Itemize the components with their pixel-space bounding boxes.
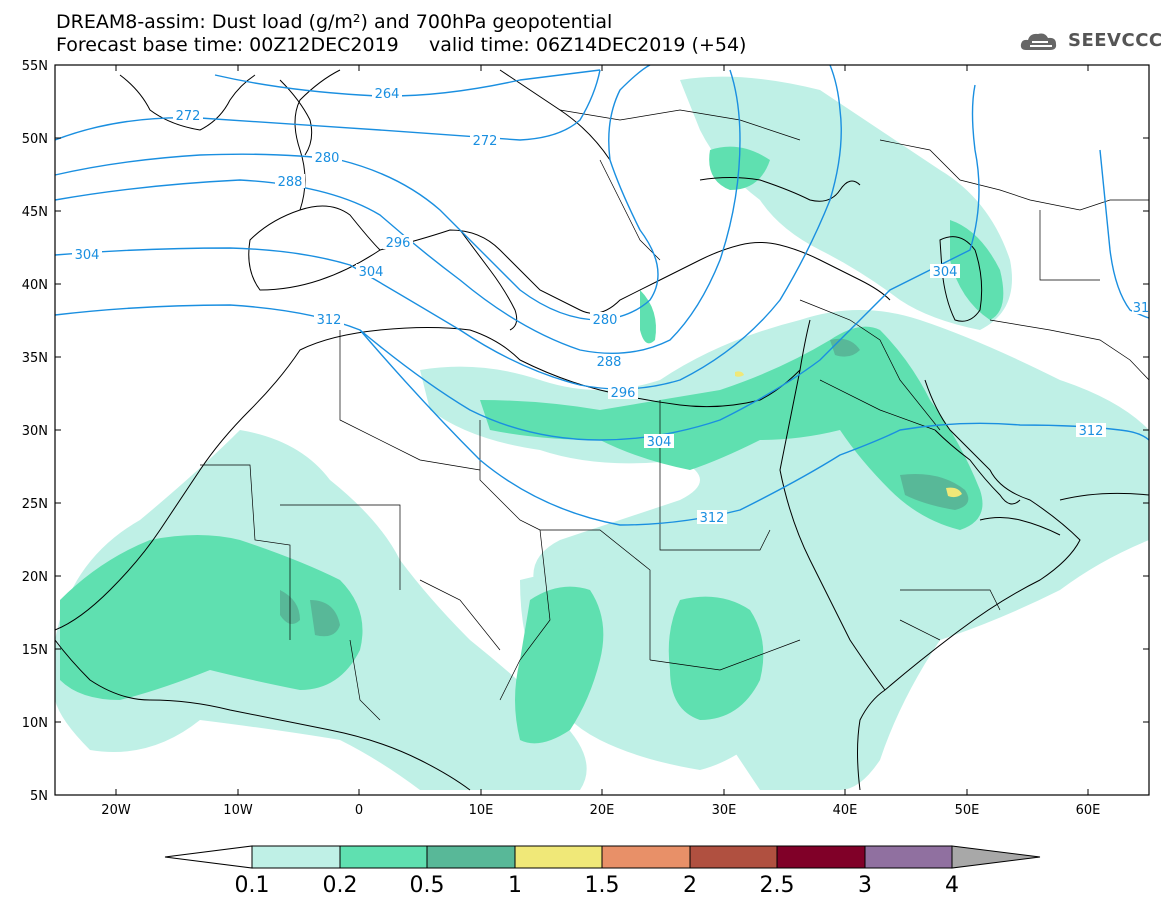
lon-label: 20E [590,803,615,818]
contour-label: 312 [317,313,342,328]
colorbar-tick: 4 [945,873,959,898]
colorbar-tick: 0.2 [323,873,358,898]
contour-label: 288 [278,175,303,190]
colorbar-tick: 2.5 [760,873,795,898]
colorbar-tick: 3 [858,873,872,898]
lat-label: 45N [22,205,48,220]
contour-label: 288 [597,355,622,370]
colorbar-tick: 0.5 [410,873,445,898]
country-borders [200,109,1150,721]
lat-label: 55N [22,59,48,74]
lat-label: 50N [22,132,48,147]
colorbar-ticks: 0.1 0.2 0.5 1 1.5 2 2.5 3 4 [235,873,960,898]
longitude-labels: 20W 10W 0 10E 20E 30E 40E 50E 60E [101,803,1100,818]
contour-label: 312 [1079,424,1104,439]
lon-label: 20W [101,803,131,818]
contour-label: 296 [611,386,636,401]
contour-label: 296 [386,236,411,251]
colorbar-tick: 2 [683,873,697,898]
contour-label: 304 [75,248,100,263]
contour-label: 304 [933,265,958,280]
geopotential-contours [54,64,1150,526]
colorbar-tick: 1.5 [585,873,620,898]
latitude-labels: 55N 50N 45N 40N 35N 30N 25N 20N 15N 10N … [22,59,48,804]
contour-labels: 264 272 272 280 288 296 304 304 312 280 … [72,86,1149,526]
axis-ticks [55,64,1149,796]
lat-label: 30N [22,424,48,439]
contour-label: 272 [176,109,201,124]
lon-label: 0 [355,803,363,818]
contour-label: 280 [315,151,340,166]
colorbar [164,845,1041,869]
lat-label: 5N [30,789,48,804]
lon-label: 10E [469,803,494,818]
contour-label: 31 [1133,301,1150,316]
lat-label: 40N [22,278,48,293]
lat-label: 35N [22,351,48,366]
contour-label: 304 [647,435,672,450]
lon-label: 60E [1076,803,1101,818]
lon-label: 10W [223,803,253,818]
cloud-logo-icon [1020,33,1057,50]
contour-label: 280 [593,313,618,328]
contour-label: 272 [473,134,498,149]
lat-label: 25N [22,497,48,512]
forecast-times: Forecast base time: 00Z12DEC2019 valid t… [56,34,747,56]
logo-text: SEEVCCC [1068,30,1163,51]
coastlines [54,69,1150,791]
colorbar-tick: 1 [508,873,522,898]
contour-label: 264 [375,87,400,102]
lon-label: 50E [955,803,980,818]
contour-label: 304 [359,265,384,280]
lon-label: 30E [712,803,737,818]
lat-label: 15N [22,643,48,658]
colorbar-tick: 0.1 [235,873,270,898]
contour-label: 312 [700,511,725,526]
lat-label: 10N [22,716,48,731]
dust-shading [55,76,1149,790]
lon-label: 40E [833,803,858,818]
lat-label: 20N [22,570,48,585]
map-title: DREAM8-assim: Dust load (g/m²) and 700hP… [56,11,613,33]
